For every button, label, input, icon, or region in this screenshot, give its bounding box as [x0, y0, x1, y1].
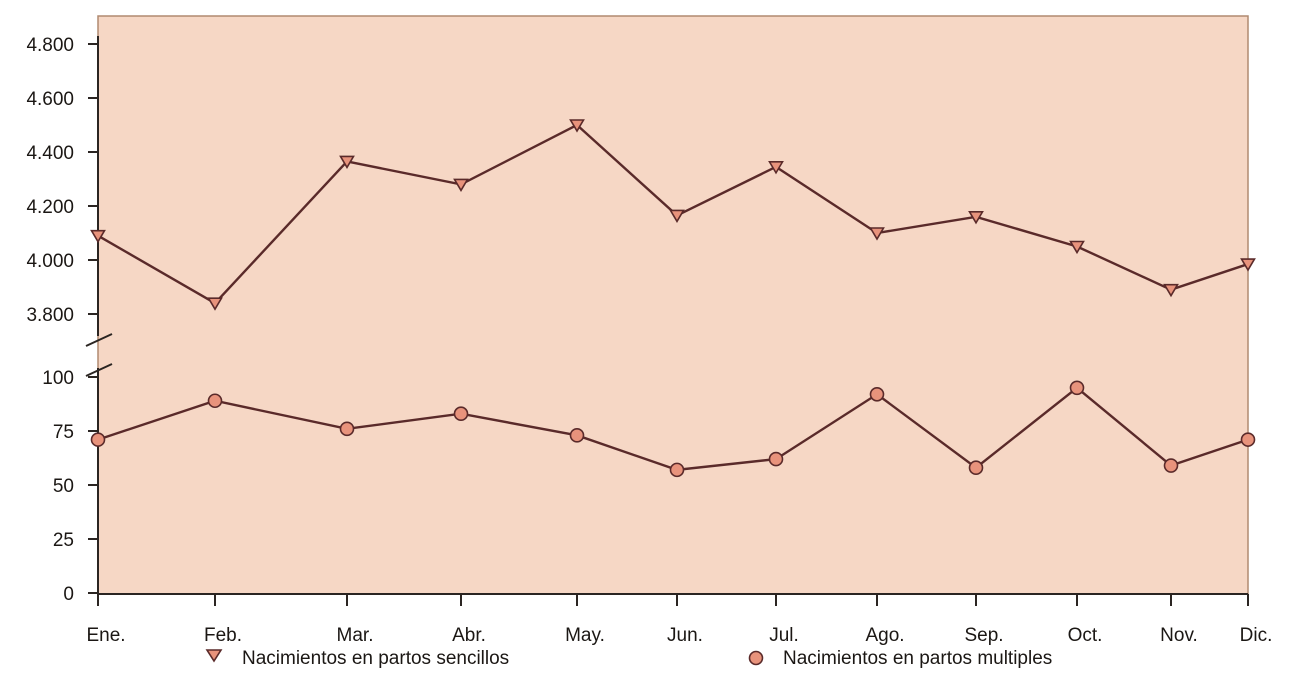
y-tick-label-lower: 75: [53, 422, 74, 443]
data-point-triangle: [1240, 258, 1256, 272]
y-tick-label-upper: 4.400: [26, 143, 74, 164]
data-point-circle: [669, 462, 685, 478]
y-tick-label-upper: 4.800: [26, 35, 74, 56]
data-point-circle: [339, 421, 355, 437]
data-point-triangle: [1069, 240, 1085, 255]
data-point-circle: [968, 460, 984, 476]
legend: Nacimientos en partos sencillos Nacimien…: [205, 648, 1052, 669]
y-tick-label-lower: 0: [63, 584, 74, 605]
y-tick-label-lower: 50: [53, 476, 74, 497]
data-point-circle: [1069, 380, 1085, 396]
x-tick-label: Sep.: [964, 625, 1003, 646]
legend-item-sencillos: Nacimientos en partos sencillos: [205, 648, 509, 669]
x-tick-label: Abr.: [452, 625, 486, 646]
y-tick-label-lower: 25: [53, 530, 74, 551]
axes: 3.800 4.000 4.200 4.400 4.600 4.800 0 25 50 75 100…: [26, 35, 1272, 646]
legend-marker-circle: [748, 650, 764, 666]
data-point-circle: [1240, 432, 1256, 447]
y-tick-label-lower: 100: [42, 368, 74, 389]
data-point-triangle: [90, 229, 106, 244]
plot-area: [97, 15, 1249, 595]
data-point-triangle: [968, 211, 984, 225]
data-point-triangle: [453, 178, 469, 192]
y-tick-label-upper: 4.000: [26, 251, 74, 272]
data-point-triangle: [569, 119, 585, 133]
x-tick-label: Ago.: [865, 625, 904, 646]
series-line-multiples: [97, 386, 1249, 472]
data-point-triangle: [869, 227, 885, 241]
data-point-circle: [207, 393, 223, 409]
data-point-triangle: [1163, 283, 1179, 298]
data-point-triangle: [207, 297, 223, 311]
x-tick-label: Nov.: [1160, 625, 1198, 646]
legend-marker-triangle: [205, 649, 223, 663]
x-tick-label: Dic.: [1240, 625, 1273, 646]
data-point-triangle: [669, 209, 685, 224]
x-tick-label: Oct.: [1068, 625, 1103, 646]
data-point-triangle: [768, 161, 784, 175]
series-line-sencillos: [97, 123, 1249, 305]
series-layer: [90, 119, 1256, 478]
data-point-triangle: [339, 155, 355, 170]
x-tick-label: Jul.: [769, 625, 799, 646]
axis-break-mark: [85, 363, 113, 377]
data-point-circle: [768, 451, 784, 467]
data-point-circle: [453, 406, 469, 422]
legend-label-multiples: Nacimientos en partos multiples: [783, 648, 1052, 669]
legend-item-multiples: Nacimientos en partos multiples: [748, 648, 1052, 669]
y-tick-label-upper: 3.800: [26, 305, 74, 326]
x-tick-label: May.: [565, 625, 605, 646]
x-tick-label: Mar.: [337, 625, 374, 646]
data-point-circle: [569, 428, 585, 443]
x-tick-label: Jun.: [667, 625, 703, 646]
data-point-circle: [1163, 458, 1179, 473]
y-tick-label-upper: 4.200: [26, 197, 74, 218]
legend-label-sencillos: Nacimientos en partos sencillos: [242, 648, 509, 669]
y-tick-label-upper: 4.600: [26, 89, 74, 110]
data-point-circle: [869, 386, 885, 402]
axis-break-mark: [85, 333, 113, 347]
data-point-circle: [90, 432, 106, 447]
x-tick-label: Feb.: [204, 625, 242, 646]
x-tick-label: Ene.: [86, 625, 125, 646]
